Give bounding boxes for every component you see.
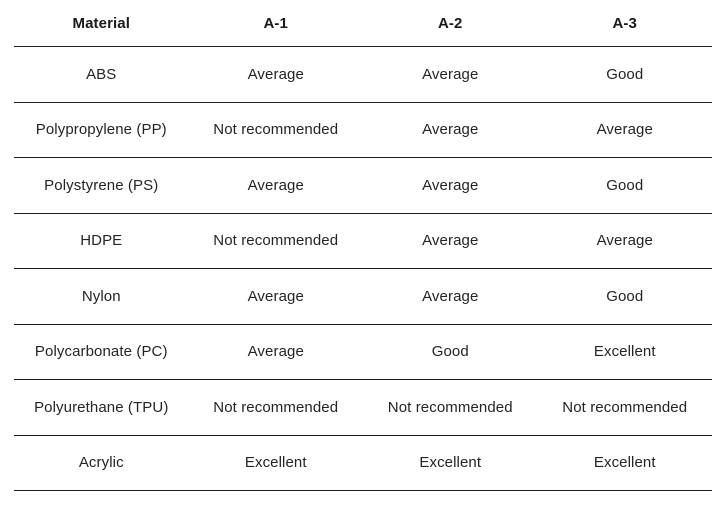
rating-cell-a2: Good [363,324,538,380]
rating-cell-a1: Average [188,268,363,325]
table-row: Polyurethane (TPU) Not recommended Not r… [14,379,712,436]
rating-cell-a2: Excellent [363,435,538,491]
table-row: Polystyrene (PS) Average Average Good [14,157,712,214]
rating-cell-a3: Good [537,157,712,214]
rating-cell-a3: Average [537,102,712,158]
rating-cell-a2: Average [363,46,538,103]
material-cell: HDPE [14,213,189,269]
rating-cell-a3: Average [537,213,712,269]
material-cell: Polyurethane (TPU) [14,379,189,436]
rating-cell-a3: Excellent [537,435,712,491]
rating-cell-a1: Average [188,157,363,214]
rating-cell-a1: Excellent [188,435,363,491]
rating-cell-a3: Excellent [537,324,712,380]
table-body: ABS Average Average Good Polypropylene (… [14,46,712,491]
material-cell: Polypropylene (PP) [14,102,189,158]
table-row: ABS Average Average Good [14,46,712,103]
table-row: Polypropylene (PP) Not recommended Avera… [14,102,712,158]
material-cell: Nylon [14,268,189,325]
table-header: Material A-1 A-2 A-3 [14,0,712,47]
column-header-a3: A-3 [537,0,712,47]
rating-cell-a3: Not recommended [537,379,712,436]
rating-cell-a1: Average [188,324,363,380]
column-header-a1: A-1 [188,0,363,47]
rating-cell-a3: Good [537,46,712,103]
material-cell: Acrylic [14,435,189,491]
rating-cell-a2: Not recommended [363,379,538,436]
rating-cell-a2: Average [363,213,538,269]
table-row: Polycarbonate (PC) Average Good Excellen… [14,324,712,380]
column-header-material: Material [14,0,189,47]
column-header-a2: A-2 [363,0,538,47]
rating-cell-a2: Average [363,268,538,325]
rating-cell-a2: Average [363,102,538,158]
table-row: Acrylic Excellent Excellent Excellent [14,435,712,491]
material-cell: ABS [14,46,189,103]
rating-cell-a1: Not recommended [188,213,363,269]
rating-cell-a3: Good [537,268,712,325]
rating-cell-a1: Not recommended [188,379,363,436]
rating-cell-a1: Average [188,46,363,103]
table-row: HDPE Not recommended Average Average [14,213,712,269]
table-row: Nylon Average Average Good [14,268,712,325]
rating-cell-a1: Not recommended [188,102,363,158]
material-cell: Polycarbonate (PC) [14,324,189,380]
material-cell: Polystyrene (PS) [14,157,189,214]
rating-cell-a2: Average [363,157,538,214]
material-compatibility-table: Material A-1 A-2 A-3 ABS Average Average… [14,0,712,491]
header-row: Material A-1 A-2 A-3 [14,0,712,47]
